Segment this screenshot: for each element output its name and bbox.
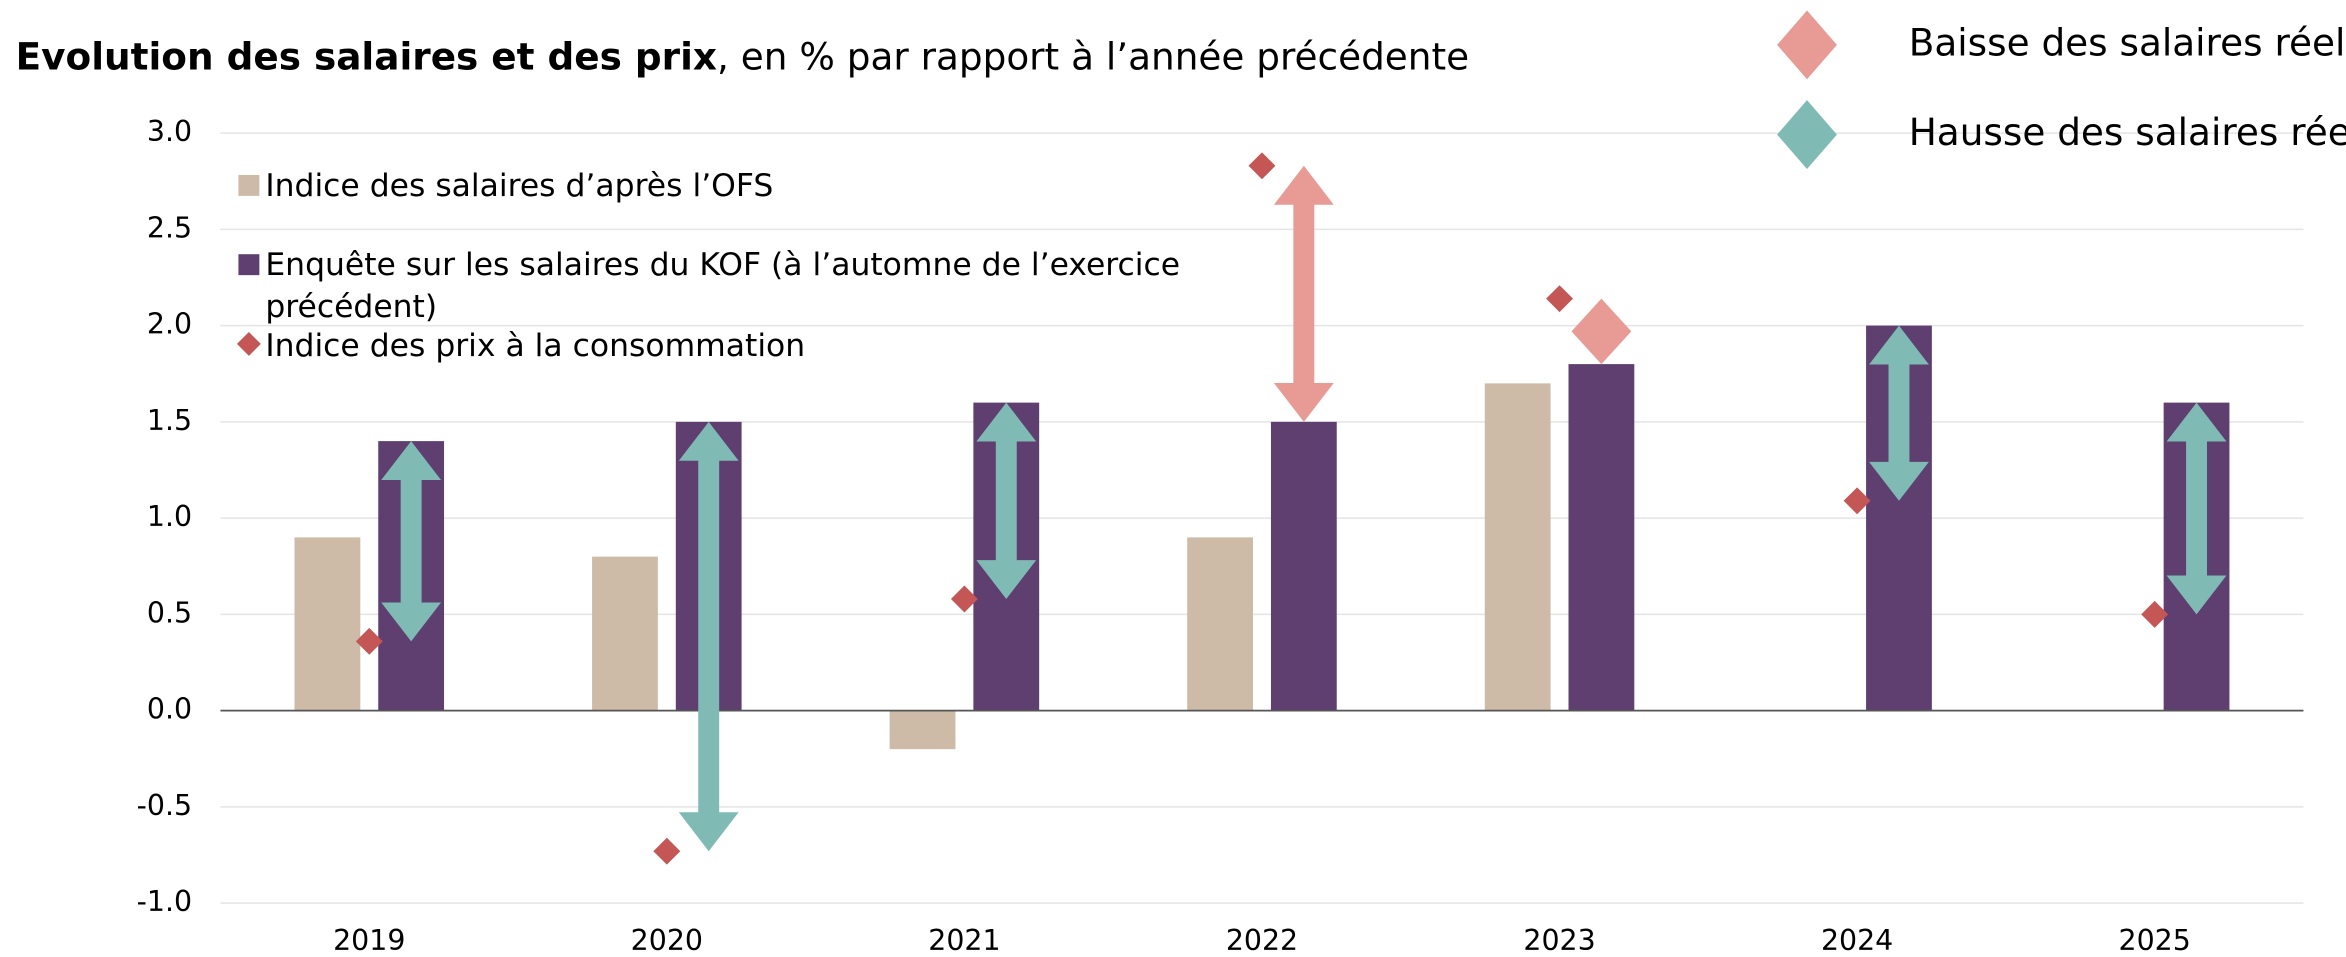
legend-label: Indice des salaires d’après l’OFS	[265, 167, 774, 204]
title: Evolution des salaires et des prix	[16, 34, 717, 78]
y-tick-label: -1.0	[137, 885, 192, 918]
real-wage-arrow	[1273, 165, 1334, 422]
bar	[889, 710, 956, 750]
real-wage-arrow	[976, 402, 1037, 599]
x-tick-label: 2021	[928, 924, 1000, 957]
real-wage-arrow	[1571, 298, 1632, 365]
y-tick-label: 0.0	[147, 693, 192, 726]
y-tick-label: -0.5	[137, 789, 192, 822]
bar	[592, 556, 658, 711]
x-tick-label: 2022	[1226, 924, 1298, 957]
legend-arrow	[1777, 10, 1837, 80]
x-tick-label: 2019	[333, 924, 405, 957]
x-tick-label: 2020	[631, 924, 703, 957]
y-tick-label: 1.0	[147, 500, 192, 533]
real-wage-arrow	[678, 421, 739, 852]
cpi-marker	[653, 837, 681, 865]
y-tick-label: 2.0	[147, 308, 192, 341]
cpi-marker	[950, 585, 978, 613]
cpi-marker	[1843, 487, 1871, 515]
real-wage-arrow	[1869, 325, 1929, 501]
subtitle: , en % par rapport à l’année précédente	[717, 34, 1469, 78]
legend-marker	[238, 254, 260, 276]
y-tick-label: 1.5	[147, 404, 192, 437]
bar	[1484, 383, 1551, 711]
bar	[1568, 364, 1635, 711]
legend-marker	[236, 331, 261, 356]
cpi-marker	[2141, 600, 2169, 628]
y-tick-label: 0.5	[147, 596, 192, 629]
chart-title: Evolution des salaires et des prix, en %…	[16, 34, 1470, 78]
bar	[1187, 537, 1253, 711]
legend-label: Indice des prix à la consommation	[265, 327, 806, 364]
legend-entry: Enquête sur les salaires du KOF (à l’aut…	[265, 246, 1181, 325]
y-tick-label: 2.5	[147, 211, 192, 244]
legend-entry: Indice des salaires d’après l’OFS	[265, 167, 774, 204]
bar	[1270, 421, 1337, 711]
legend-label: Enquête sur les salaires du KOF (à l’aut…	[265, 246, 1181, 325]
legend-entry: Indice des prix à la consommation	[265, 327, 806, 364]
legend-label: Hausse des salaires réels	[1909, 110, 2346, 154]
x-tick-label: 2024	[1821, 924, 1893, 957]
bar	[294, 537, 361, 711]
legend-arrow	[1777, 100, 1837, 169]
x-tick-label: 2025	[2119, 924, 2191, 957]
cpi-marker	[1248, 152, 1276, 180]
real-wage-arrow	[2166, 402, 2227, 615]
y-tick-label: 3.0	[147, 115, 192, 148]
legend-marker	[238, 174, 260, 196]
legend-label: Baisse des salaires réels	[1909, 20, 2346, 64]
x-tick-label: 2023	[1523, 924, 1595, 957]
cpi-marker	[1546, 285, 1573, 313]
real-wage-arrow	[381, 441, 442, 642]
